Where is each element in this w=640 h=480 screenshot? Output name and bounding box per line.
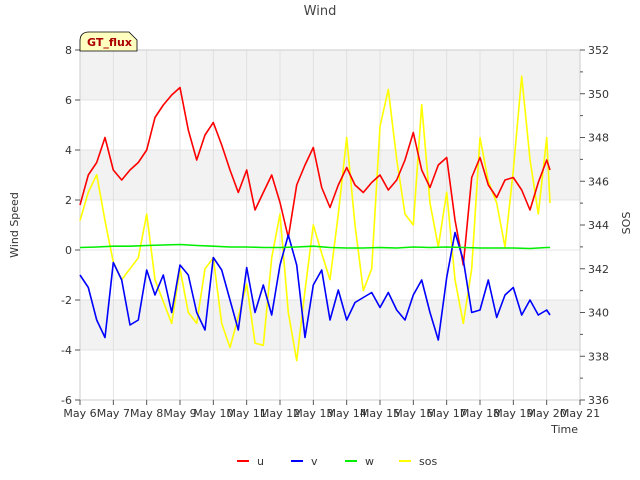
- legend-label-u: u: [257, 455, 264, 468]
- legend-label-w: w: [365, 455, 374, 468]
- x-tick-label: May 12: [260, 407, 300, 420]
- y-tick-label: -6: [61, 394, 72, 407]
- x-tick-label: May 9: [163, 407, 196, 420]
- y2-tick-label: 346: [588, 175, 609, 188]
- x-tick-label: May 11: [227, 407, 267, 420]
- y-tick-label: -2: [61, 294, 72, 307]
- series-line-w: [79, 243, 550, 250]
- y-tick-label: -4: [61, 344, 72, 357]
- band-1: [80, 150, 580, 200]
- y-tick-label: 4: [65, 144, 72, 157]
- y-tick-label: 0: [65, 244, 72, 257]
- x-tick-label: May 16: [393, 407, 433, 420]
- x-tick-label: May 20: [527, 407, 567, 420]
- legend-label-v: v: [311, 455, 318, 468]
- x-axis-label: Time: [550, 423, 578, 436]
- series-line-u: [79, 86, 551, 266]
- y-tick-label: 6: [65, 94, 72, 107]
- y2-tick-label: 342: [588, 263, 609, 276]
- x-tick-label: May 13: [293, 407, 333, 420]
- x-tick-label: May 14: [327, 407, 367, 420]
- band-2: [80, 50, 580, 100]
- y2-tick-label: 338: [588, 350, 609, 363]
- x-tick-label: May 10: [193, 407, 233, 420]
- y2-tick-label: 340: [588, 307, 609, 320]
- y2-axis-label: SOS: [620, 212, 633, 235]
- x-tick-label: May 8: [130, 407, 163, 420]
- x-tick-label: May 18: [460, 407, 500, 420]
- x-tick-label: May 17: [427, 407, 467, 420]
- y2-tick-label: 336: [588, 394, 609, 407]
- y-axis-label: Wind Speed: [8, 192, 21, 258]
- series-line-sos: [79, 75, 551, 362]
- x-tick-label: May 7: [97, 407, 130, 420]
- gt-flux-label: GT_flux: [87, 36, 132, 49]
- y2-tick-label: 352: [588, 44, 609, 57]
- x-tick-label: May 15: [360, 407, 400, 420]
- y2-tick-label: 348: [588, 132, 609, 145]
- y2-tick-label: 350: [588, 88, 609, 101]
- band-0: [80, 300, 580, 350]
- y-tick-label: 8: [65, 44, 72, 57]
- series-line-v: [79, 231, 551, 341]
- chart-title: Wind: [304, 4, 337, 19]
- x-tick-label: May 19: [493, 407, 533, 420]
- gt-flux-badge: GT_flux: [79, 31, 138, 52]
- y-tick-label: 2: [65, 194, 72, 207]
- x-tick-label: May 6: [63, 407, 96, 420]
- y2-tick-label: 344: [588, 219, 609, 232]
- x-tick-label: May 21: [560, 407, 600, 420]
- legend: u v w sos: [237, 455, 437, 468]
- legend-label-sos: sos: [419, 455, 437, 468]
